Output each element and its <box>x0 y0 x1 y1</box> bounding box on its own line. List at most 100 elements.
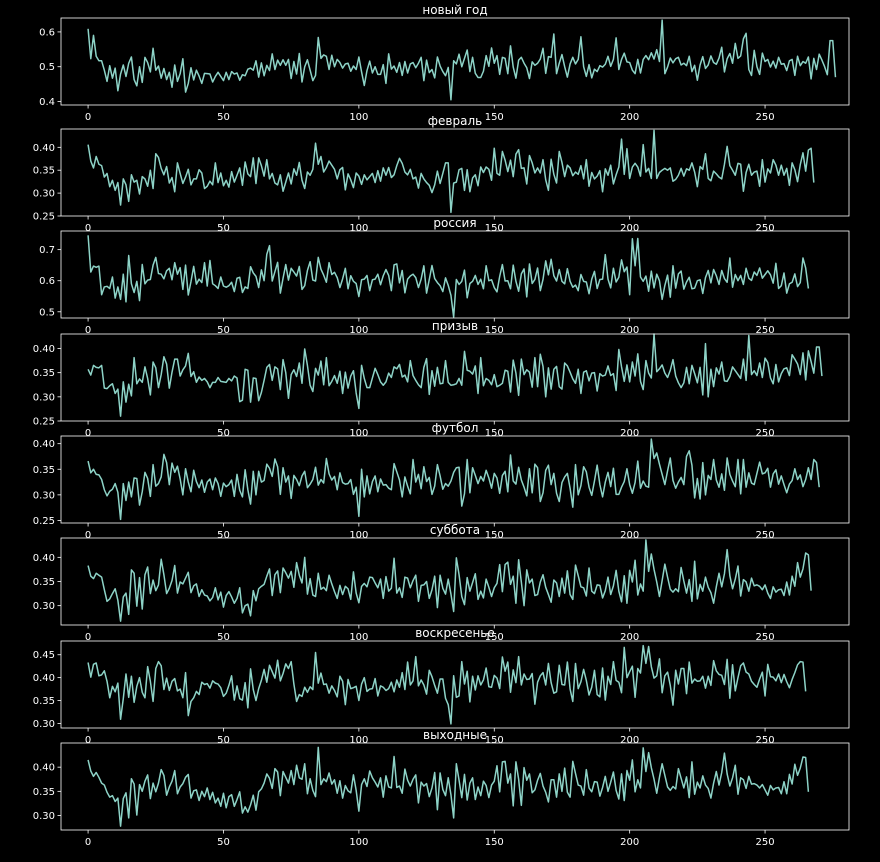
y-tick-label: 0.40 <box>33 763 55 774</box>
y-tick-label: 0.45 <box>33 650 55 661</box>
x-tick-label: 200 <box>620 428 639 439</box>
x-tick-label: 200 <box>620 223 639 234</box>
x-tick-label: 0 <box>85 428 91 439</box>
subplot-title: футбол <box>432 421 479 435</box>
subplot-title: новый год <box>422 3 487 17</box>
x-tick-label: 200 <box>620 837 639 848</box>
y-tick-label: 0.30 <box>33 811 55 822</box>
x-tick-label: 50 <box>217 112 230 123</box>
y-tick-label: 0.5 <box>39 62 55 73</box>
axes-frame <box>60 17 850 106</box>
series-line <box>87 438 820 521</box>
x-tick-label: 250 <box>756 632 775 643</box>
x-tick-label: 150 <box>485 837 504 848</box>
axes-frame <box>60 230 850 319</box>
y-tick-label: 0.4 <box>39 97 55 108</box>
x-tick-label: 250 <box>756 428 775 439</box>
y-tick-label: 0.35 <box>33 577 55 588</box>
x-tick-label: 150 <box>485 632 504 643</box>
subplot-2: 0 50 100 150 200 250 0.25 0.30 0.35 0.40 февраль <box>33 114 850 234</box>
x-tick-label: 200 <box>620 530 639 541</box>
x-tick-label: 100 <box>349 735 368 746</box>
x-tick-label: 100 <box>349 530 368 541</box>
axes-frame <box>60 128 850 217</box>
y-tick-label: 0.25 <box>33 212 55 223</box>
x-tick-label: 100 <box>349 632 368 643</box>
subplot-6: 0 50 100 150 200 250 0.30 0.35 0.40 суббота <box>33 523 850 643</box>
subplot-title: февраль <box>428 114 482 128</box>
x-tick-label: 150 <box>485 223 504 234</box>
x-tick-label: 50 <box>217 837 230 848</box>
x-tick-label: 200 <box>620 112 639 123</box>
x-tick-label: 150 <box>485 530 504 541</box>
y-tick-label: 0.30 <box>33 490 55 501</box>
y-tick-label: 0.35 <box>33 166 55 177</box>
axes-frame <box>60 742 850 831</box>
y-tick-label: 0.7 <box>39 245 55 256</box>
subplot-title: выходные <box>423 728 487 742</box>
x-tick-label: 50 <box>217 632 230 643</box>
y-tick-label: 0.40 <box>33 673 55 684</box>
y-tick-label: 0.35 <box>33 696 55 707</box>
y-tick-label: 0.25 <box>33 516 55 527</box>
y-tick-label: 0.30 <box>33 392 55 403</box>
x-tick-label: 250 <box>756 837 775 848</box>
y-tick-label: 0.40 <box>33 439 55 450</box>
x-tick-label: 200 <box>620 735 639 746</box>
series-line <box>87 644 807 725</box>
subplot-5: 0 50 100 150 200 250 0.25 0.30 0.35 0.40 футбол <box>33 421 850 541</box>
x-tick-label: 50 <box>217 735 230 746</box>
x-tick-label: 250 <box>756 223 775 234</box>
x-tick-label: 0 <box>85 223 91 234</box>
subplot-title: суббота <box>430 523 480 537</box>
x-tick-label: 0 <box>85 112 91 123</box>
series-line <box>87 746 810 827</box>
y-tick-label: 0.40 <box>33 553 55 564</box>
y-tick-label: 0.30 <box>33 601 55 612</box>
x-tick-label: 100 <box>349 223 368 234</box>
x-tick-label: 100 <box>349 325 368 336</box>
axes-frame <box>60 640 850 729</box>
x-tick-label: 100 <box>349 837 368 848</box>
x-tick-label: 100 <box>349 428 368 439</box>
y-tick-label: 0.30 <box>33 189 55 200</box>
y-tick-label: 0.25 <box>33 417 55 428</box>
y-tick-label: 0.40 <box>33 143 55 154</box>
x-tick-label: 50 <box>217 223 230 234</box>
y-tick-label: 0.35 <box>33 787 55 798</box>
axes-frame <box>60 333 850 422</box>
x-tick-label: 50 <box>217 325 230 336</box>
x-tick-label: 0 <box>85 530 91 541</box>
x-tick-label: 250 <box>756 112 775 123</box>
subplot-4: 0 50 100 150 200 250 0.25 0.30 0.35 0.40 призыв <box>33 319 850 439</box>
series-line <box>87 333 823 417</box>
x-tick-label: 0 <box>85 735 91 746</box>
subplot-title: россия <box>433 216 476 230</box>
y-tick-label: 0.35 <box>33 465 55 476</box>
x-tick-label: 250 <box>756 735 775 746</box>
y-tick-label: 0.6 <box>39 276 55 287</box>
axes-frame <box>60 435 850 524</box>
x-tick-label: 0 <box>85 837 91 848</box>
x-tick-label: 250 <box>756 325 775 336</box>
x-tick-label: 200 <box>620 325 639 336</box>
x-tick-label: 50 <box>217 428 230 439</box>
series-line <box>87 19 837 101</box>
x-tick-label: 0 <box>85 632 91 643</box>
x-tick-label: 100 <box>349 112 368 123</box>
subplot-title: воскресенье <box>415 626 495 640</box>
subplot-3: 0 50 100 150 200 250 0.5 0.6 0.7 россия <box>39 216 850 336</box>
x-tick-label: 150 <box>485 735 504 746</box>
series-line <box>87 539 812 622</box>
x-tick-label: 250 <box>756 530 775 541</box>
x-tick-label: 0 <box>85 325 91 336</box>
x-tick-label: 200 <box>620 632 639 643</box>
y-tick-label: 0.30 <box>33 719 55 730</box>
subplot-8: 0 50 100 150 200 250 0.30 0.35 0.40 выходные <box>33 728 850 848</box>
x-tick-label: 150 <box>485 325 504 336</box>
subplot-title: призыв <box>432 319 478 333</box>
x-tick-label: 50 <box>217 530 230 541</box>
subplot-1: 0 50 100 150 200 250 0.4 0.5 0.6 новый год <box>39 3 850 123</box>
subplot-7: 0 50 100 150 200 250 0.30 0.35 0.40 0.45 воскресен… <box>33 626 850 746</box>
y-tick-label: 0.5 <box>39 307 55 318</box>
